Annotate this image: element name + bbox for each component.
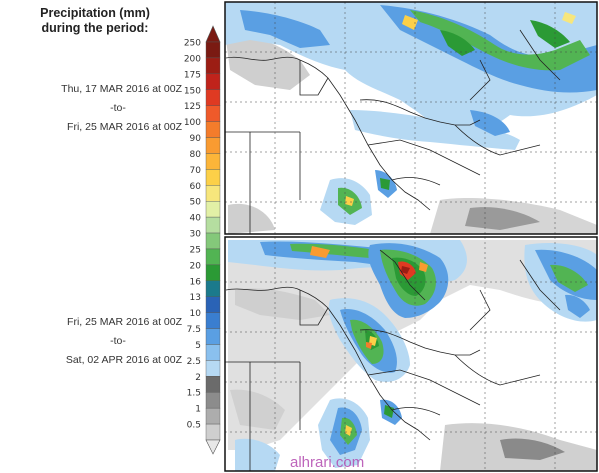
period-1-label: Thu, 17 MAR 2016 at 00Z -to- Fri, 25 MAR… — [0, 83, 182, 133]
watermark-text: alhrari.com — [290, 454, 364, 471]
map-2-frame — [224, 236, 598, 472]
legend-tick-label: 0.5 — [187, 421, 201, 431]
legend-tick-label: 125 — [184, 102, 201, 112]
title-line-2: during the period: — [41, 21, 149, 35]
legend-tick-label: 150 — [184, 86, 201, 96]
legend-tick-label: 5 — [195, 341, 201, 351]
legend-tick-label: 200 — [184, 54, 201, 64]
period-1-separator: -to- — [110, 102, 126, 114]
legend-tick-label: 2.5 — [187, 357, 201, 367]
legend-tick-label: 175 — [184, 70, 201, 80]
legend-arrow-min — [205, 439, 221, 455]
chart-title: Precipitation (mm) during the period: — [10, 6, 180, 36]
map-period-1 — [225, 2, 597, 234]
period-2-separator: -to- — [110, 335, 126, 347]
color-scale-legend: 2502001751501251009080706050403025201613… — [184, 25, 221, 455]
period-2-start: Fri, 25 MAR 2016 at 00Z — [67, 316, 182, 328]
legend-tick-label: 250 — [184, 39, 201, 49]
legend-tick-label: 20 — [190, 261, 202, 271]
legend-tick-label: 90 — [190, 134, 202, 144]
legend-tick-label: 70 — [190, 166, 202, 176]
legend-tick-label: 2 — [195, 373, 201, 383]
legend-tick-label: 100 — [184, 118, 201, 128]
legend-tick-label: 30 — [190, 230, 202, 240]
legend-tick-label: 1 — [195, 405, 201, 415]
title-line-1: Precipitation (mm) — [40, 6, 150, 20]
period-1-start: Thu, 17 MAR 2016 at 00Z — [61, 83, 182, 95]
legend-tick-label: 13 — [190, 293, 201, 303]
legend-tick-label: 16 — [190, 277, 202, 287]
legend-tick-label: 7.5 — [187, 325, 201, 335]
legend-tick-label: 80 — [190, 150, 202, 160]
legend-tick-label: 25 — [190, 245, 201, 255]
period-2-end: Sat, 02 APR 2016 at 00Z — [65, 354, 182, 366]
legend-tick-label: 60 — [190, 182, 202, 192]
map-1-frame — [224, 1, 598, 235]
legend-tick-label: 10 — [190, 309, 202, 319]
legend-tick-label: 50 — [190, 198, 202, 208]
period-1-end: Fri, 25 MAR 2016 at 00Z — [67, 121, 182, 133]
legend-tick-label: 1.5 — [187, 389, 201, 399]
period-2-label: Fri, 25 MAR 2016 at 00Z -to- Sat, 02 APR… — [0, 316, 182, 366]
map-period-2 — [225, 237, 597, 471]
legend-tick-label: 40 — [190, 214, 202, 224]
